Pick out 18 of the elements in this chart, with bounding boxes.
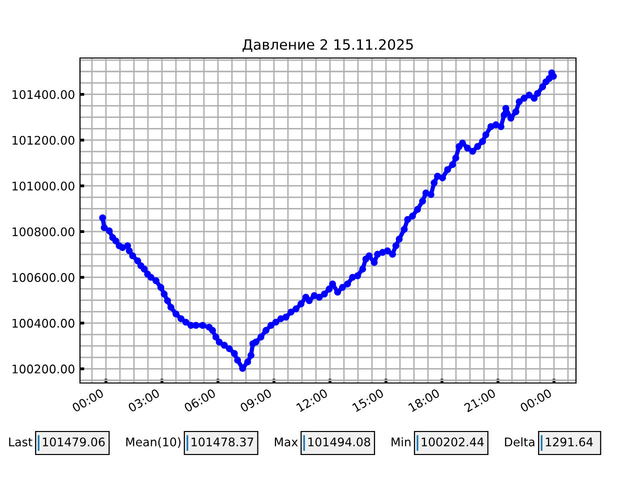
y-tick-label: 101400.00 <box>12 90 74 100</box>
y-tick-label: 101200.00 <box>12 136 74 145</box>
text: 101478.37 <box>192 437 254 446</box>
text: 101479.06 <box>42 437 105 446</box>
text: Min <box>392 437 410 446</box>
y-tick-label: 100800.00 <box>12 227 74 236</box>
text: 101494.08 <box>308 437 370 446</box>
text: Delta <box>505 437 534 446</box>
text: Max <box>274 438 298 446</box>
text: 100202.44 <box>422 437 484 446</box>
text: 1291.64 <box>546 437 593 446</box>
text: Mean(10) <box>126 437 181 448</box>
y-tick-label: 100400.00 <box>12 318 74 328</box>
y-tick-label: 100600.00 <box>12 273 74 282</box>
y-tick-label: 100200.00 <box>12 364 74 374</box>
y-tick-label: 101000.00 <box>12 182 74 191</box>
chart-title: Давление 2 15.11.2025 <box>242 39 413 52</box>
text: Last <box>9 438 32 446</box>
